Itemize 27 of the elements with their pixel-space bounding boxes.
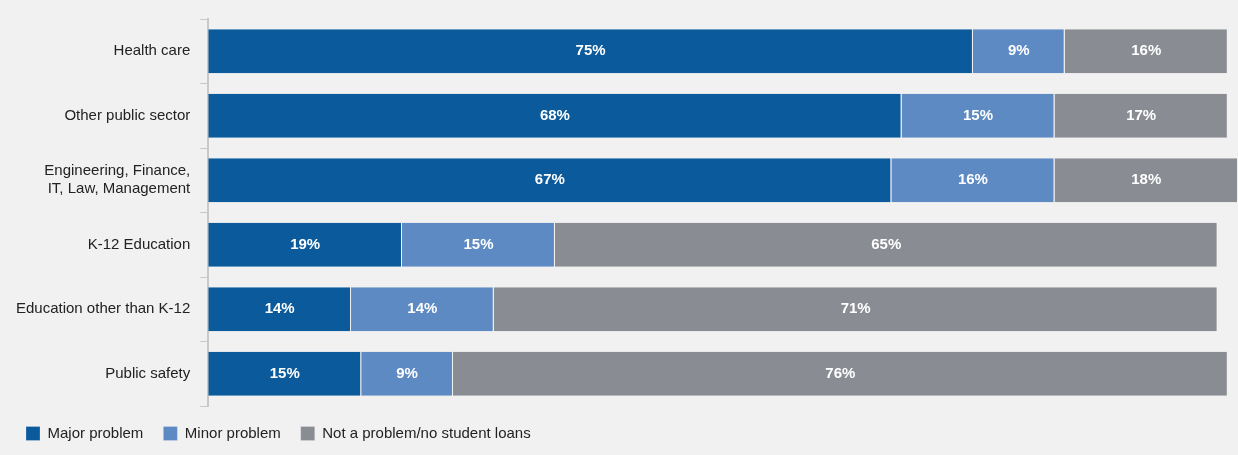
legend-label: Not a problem/no student loans	[322, 423, 531, 441]
data-label: 71%	[840, 299, 871, 317]
data-label: 14%	[407, 299, 438, 317]
y-tick-label: Other public sector	[64, 105, 191, 123]
y-tick-label: Public safety	[105, 363, 191, 381]
data-label: 15%	[269, 363, 300, 381]
y-tick-label: Health care	[113, 41, 191, 59]
data-label: 17%	[1126, 105, 1157, 123]
legend-label: Major problem	[47, 423, 144, 441]
y-tick-label: K-12 Education	[87, 234, 191, 252]
legend-label: Minor problem	[184, 423, 281, 441]
data-label: 15%	[963, 105, 994, 123]
data-label: 14%	[264, 299, 295, 317]
data-label: 9%	[1007, 41, 1030, 59]
data-label: 68%	[539, 105, 570, 123]
data-label: 76%	[825, 363, 856, 381]
data-label: 19%	[290, 234, 321, 252]
data-label: 16%	[957, 170, 988, 188]
data-label: 75%	[575, 41, 606, 59]
data-label: 65%	[871, 234, 902, 252]
data-label: 18%	[1131, 170, 1162, 188]
data-label: 15%	[463, 234, 494, 252]
data-label: 67%	[534, 170, 565, 188]
y-tick-label: Education other than K-12	[15, 299, 191, 317]
data-label: 9%	[396, 363, 418, 381]
y-tick-label: Engineering, Finance, IT, Law, Management	[44, 161, 192, 197]
data-label: 16%	[1131, 41, 1162, 59]
